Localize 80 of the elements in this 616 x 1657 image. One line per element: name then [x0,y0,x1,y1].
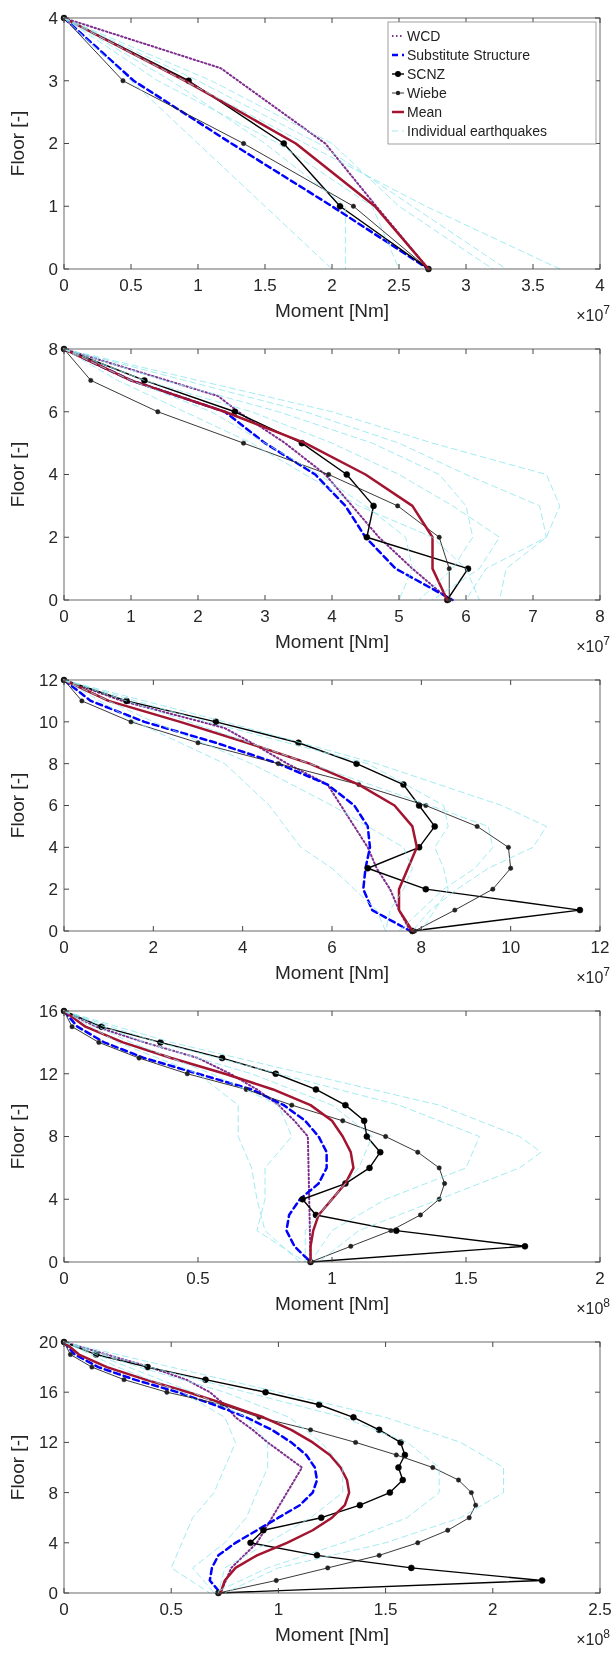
y-tick-label: 10 [39,712,58,732]
x-tick-label: 2 [595,1269,605,1288]
y-tick-label: 2 [48,880,58,900]
x-tick-label: 1 [327,1269,337,1288]
legend-label: SCNZ [407,66,446,82]
y-axis-title: Floor [-] [7,772,28,839]
x-tick-label: 2 [148,938,159,957]
y-tick-label: 1 [48,197,58,217]
text: ×10$^{7}$ [576,303,611,324]
x-tick-label: 0.5 [186,1269,210,1288]
y-tick-label: 0 [48,921,58,941]
x-tick-label: 4 [237,938,248,957]
y-tick-label: 4 [48,8,58,28]
x-tick-label: 10 [501,938,521,957]
y-tick-label: 4 [48,465,58,485]
y-axis-title: Floor [-] [7,441,28,508]
x-tick-label: 0.5 [159,1600,184,1619]
legend-label: Individual earthquakes [407,123,548,139]
y-tick-label: 4 [48,1533,58,1553]
legend-label: WCD [407,28,441,44]
legend-label: Mean [407,104,443,120]
y-tick-label: 2 [48,528,58,548]
y-axis-title: Floor [-] [7,110,28,177]
y-tick-label: 16 [39,1001,58,1021]
text: ×10$^{8}$ [576,1627,611,1648]
x-tick-label: 3.5 [521,276,545,295]
text: ×10$^{7}$ [576,965,611,986]
x-tick-label: 8 [416,938,427,957]
x-axis-title: Moment [Nm] [274,1624,390,1645]
y-tick-label: 6 [48,796,58,816]
x-axis-title: Moment [Nm] [274,300,390,321]
y-tick-label: 12 [39,1433,58,1453]
x-tick-label: 4 [327,607,337,626]
text: ×10$^{8}$ [576,1296,611,1317]
x-tick-label: 4 [595,276,605,295]
x-tick-label: 1 [126,607,136,626]
x-tick-label: 1 [273,1600,284,1619]
y-tick-label: 4 [48,1190,58,1210]
y-tick-label: 4 [48,838,58,858]
x-tick-label: 3 [260,607,270,626]
x-tick-label: 2 [327,276,337,295]
x-tick-label: 2 [193,607,203,626]
y-tick-label: 20 [39,1332,58,1352]
x-tick-label: 6 [461,607,471,626]
x-tick-label: 8 [595,607,605,626]
x-axis-title: Moment [Nm] [274,1293,390,1314]
x-tick-label: 1.5 [454,1269,478,1288]
x-tick-label: 7 [528,607,538,626]
y-tick-label: 0 [48,1252,58,1272]
y-tick-label: 2 [48,134,58,154]
y-axis-title: Floor [-] [7,1103,28,1170]
legend-label: Wiebe [407,85,447,101]
x-axis-title: Moment [Nm] [274,631,390,652]
x-tick-label: 2.5 [588,1600,612,1619]
x-tick-label: 2.5 [387,276,411,295]
legend-label: Substitute Structure [407,47,531,63]
y-tick-label: 0 [48,259,58,279]
y-tick-label: 16 [39,1383,58,1403]
x-tick-label: 12 [590,938,610,957]
x-tick-label: 5 [394,607,404,626]
y-axis-title: Floor [-] [7,1434,28,1501]
x-axis-title: Moment [Nm] [274,962,390,983]
y-tick-label: 0 [48,1583,58,1603]
x-tick-label: 1 [193,276,203,295]
y-tick-label: 8 [48,1127,58,1147]
x-tick-label: 3 [461,276,471,295]
y-tick-label: 8 [48,339,58,359]
x-tick-label: 0.5 [119,276,143,295]
y-tick-label: 8 [48,754,58,774]
x-tick-label: 2 [488,1600,498,1619]
y-tick-label: 0 [48,590,58,610]
y-tick-label: 6 [48,402,58,422]
y-tick-label: 12 [39,670,58,690]
y-tick-label: 8 [48,1483,58,1503]
x-tick-label: 6 [327,938,337,957]
y-tick-label: 3 [48,71,58,91]
x-tick-label: 1.5 [373,1600,398,1619]
x-tick-label: 1.5 [253,276,277,295]
y-tick-label: 12 [39,1064,58,1084]
text: ×10$^{7}$ [576,634,611,655]
